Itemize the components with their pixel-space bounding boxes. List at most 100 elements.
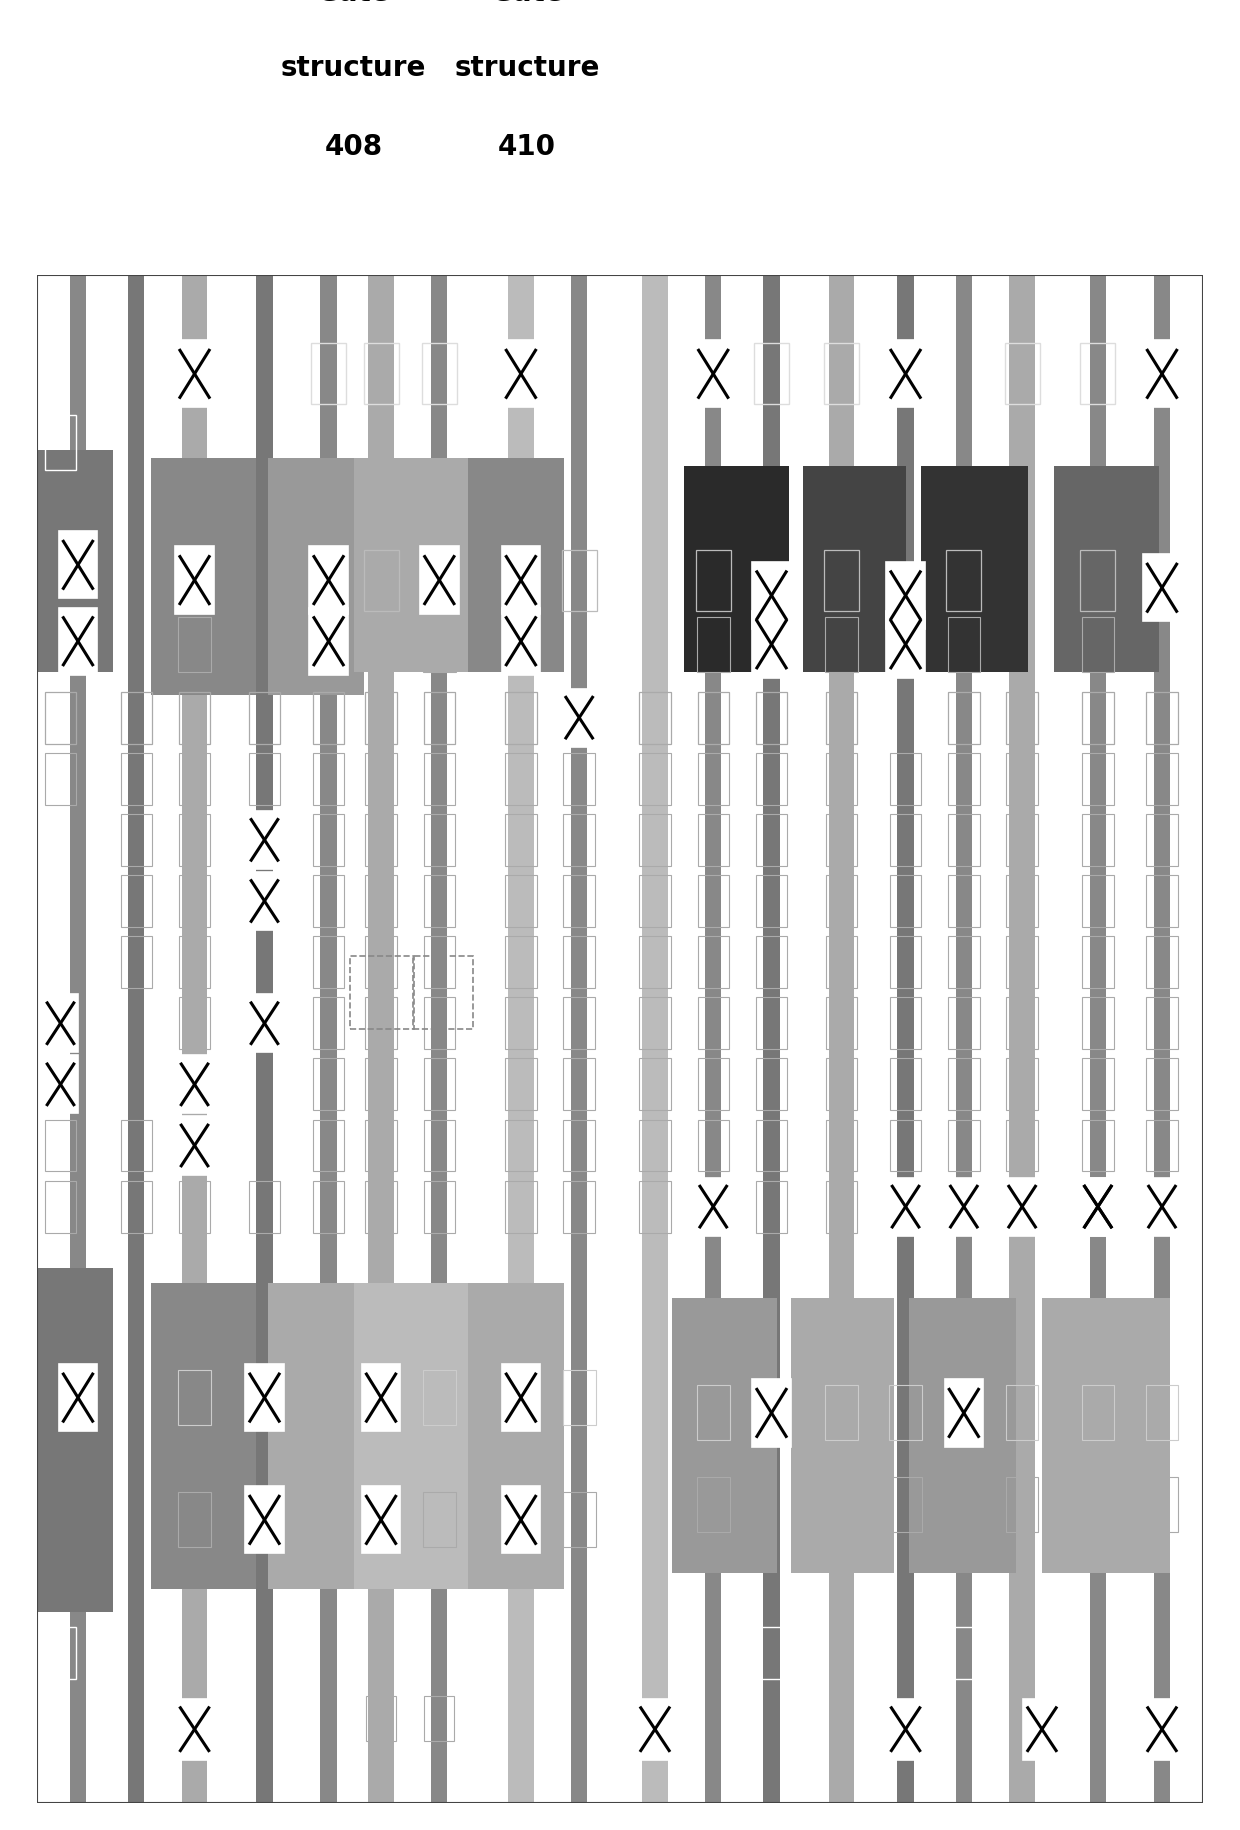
Bar <box>1143 554 1182 622</box>
Bar <box>249 752 280 805</box>
Bar <box>508 274 533 1803</box>
Bar <box>58 1363 97 1431</box>
Bar <box>1083 814 1114 866</box>
Bar <box>309 547 348 613</box>
Bar <box>1146 937 1178 988</box>
Bar <box>312 1120 345 1171</box>
Bar <box>756 937 787 988</box>
Bar <box>640 1120 671 1171</box>
Bar <box>947 617 980 672</box>
Bar <box>1083 692 1114 743</box>
Bar <box>698 875 729 928</box>
Bar <box>268 458 363 695</box>
Bar <box>698 692 729 743</box>
Bar <box>563 1491 595 1548</box>
Bar <box>363 549 398 611</box>
Bar <box>753 1380 791 1446</box>
Bar <box>1083 1120 1114 1171</box>
Bar <box>640 814 671 866</box>
Bar <box>1007 752 1038 805</box>
Bar <box>413 955 474 1028</box>
Bar <box>697 1385 729 1440</box>
Bar <box>424 692 455 743</box>
Bar <box>640 937 671 988</box>
Text: structure: structure <box>454 55 600 82</box>
Bar <box>1004 344 1039 404</box>
Bar <box>182 274 207 1803</box>
Bar <box>640 1058 671 1111</box>
Bar <box>502 608 541 675</box>
Bar <box>1146 1120 1178 1171</box>
Bar <box>890 814 921 866</box>
Bar <box>312 692 345 743</box>
Bar <box>909 1297 1017 1574</box>
Bar <box>640 752 671 805</box>
Bar <box>563 997 595 1049</box>
Bar <box>151 458 257 695</box>
Bar <box>694 340 733 408</box>
Bar <box>45 752 76 805</box>
Bar <box>828 274 854 1803</box>
Bar <box>706 274 722 1803</box>
Bar <box>696 1177 730 1235</box>
Bar <box>1090 274 1106 1803</box>
Bar <box>764 274 780 1803</box>
Bar <box>362 1486 401 1554</box>
Bar <box>179 1491 211 1548</box>
Bar <box>432 274 448 1803</box>
Bar <box>898 274 914 1803</box>
Bar <box>949 692 980 743</box>
Bar <box>176 1698 213 1760</box>
Bar <box>247 811 281 869</box>
Bar <box>312 1180 345 1233</box>
Bar <box>246 1486 284 1554</box>
Bar <box>754 344 789 404</box>
Bar <box>921 465 1028 672</box>
Bar <box>698 752 729 805</box>
Bar <box>756 1180 787 1233</box>
Bar <box>423 617 455 672</box>
Bar <box>640 997 671 1049</box>
Bar <box>355 1283 471 1588</box>
Bar <box>366 937 397 988</box>
Bar <box>58 531 97 598</box>
Bar <box>1004 1177 1039 1235</box>
Bar <box>502 340 541 408</box>
Bar <box>1083 1058 1114 1111</box>
Bar <box>697 617 729 672</box>
Bar <box>1007 1058 1038 1111</box>
Bar <box>179 997 211 1049</box>
Bar <box>1081 617 1115 672</box>
Bar <box>420 547 459 613</box>
Bar <box>753 611 791 677</box>
Bar <box>1081 1385 1115 1440</box>
Bar <box>1146 752 1178 805</box>
Bar <box>636 1698 673 1760</box>
Bar <box>505 1120 537 1171</box>
Bar <box>1146 814 1178 866</box>
Bar <box>887 340 925 408</box>
Bar <box>890 1180 921 1233</box>
Bar <box>424 1696 455 1742</box>
Bar <box>825 1385 858 1440</box>
Bar <box>120 752 153 805</box>
Bar <box>177 1116 212 1175</box>
Bar <box>179 617 211 672</box>
Bar <box>756 692 787 743</box>
Bar <box>366 752 397 805</box>
Bar <box>1154 274 1171 1803</box>
Bar <box>43 1056 78 1113</box>
Bar <box>37 450 113 672</box>
Bar <box>247 994 281 1052</box>
Bar <box>366 692 397 743</box>
Bar <box>505 997 537 1049</box>
Bar <box>890 1120 921 1171</box>
Bar <box>640 875 671 928</box>
Bar <box>672 1297 777 1574</box>
Bar <box>469 458 564 672</box>
Bar <box>1006 1385 1038 1440</box>
Bar <box>791 1297 894 1574</box>
Bar <box>890 937 921 988</box>
Bar <box>1007 814 1038 866</box>
Bar <box>563 1120 595 1171</box>
